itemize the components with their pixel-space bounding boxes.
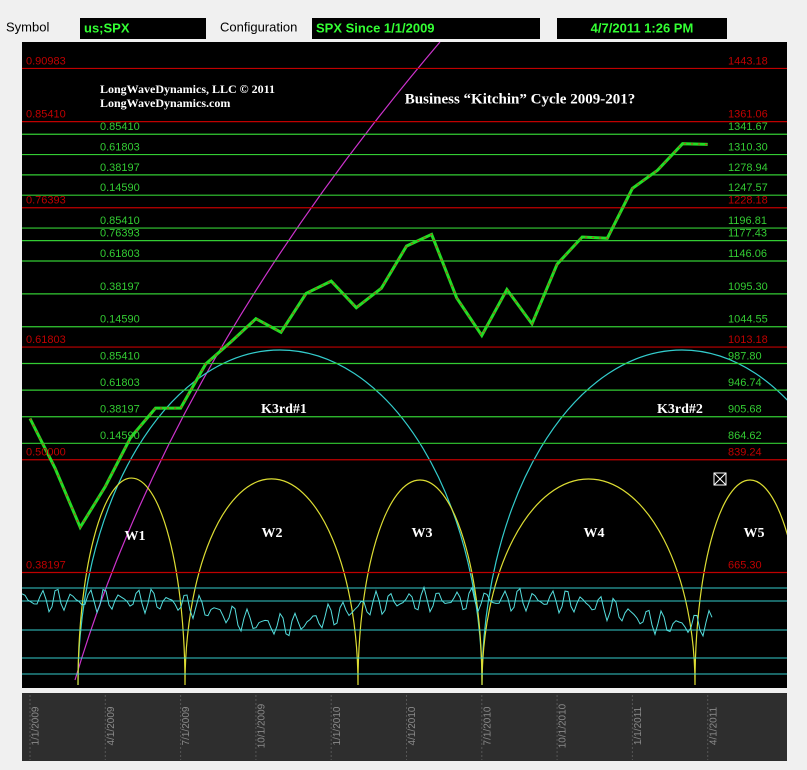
level-price: 946.74 — [728, 377, 762, 389]
plot-area — [22, 42, 787, 688]
symbol-field[interactable] — [80, 18, 206, 39]
website: LongWaveDynamics.com — [100, 96, 230, 110]
level-ratio: 0.76393 — [26, 195, 66, 207]
cycle-label: W4 — [584, 526, 605, 541]
level-ratio: 0.61803 — [100, 377, 140, 389]
level-price: 905.68 — [728, 404, 762, 416]
level-ratio: 0.76393 — [100, 228, 140, 240]
level-price: 1177.43 — [728, 228, 767, 240]
level-ratio: 0.38197 — [100, 404, 140, 416]
magenta-curve — [74, 42, 441, 681]
marker-x — [713, 472, 727, 486]
level-price: 1044.55 — [728, 314, 768, 326]
marker-box — [713, 472, 727, 486]
configuration-label: Configuration — [220, 19, 297, 34]
level-price: 987.80 — [728, 350, 762, 362]
level-ratio: 0.61803 — [100, 248, 140, 260]
x-tick-label: 10/1/2010 — [558, 703, 569, 748]
level-price: 839.24 — [728, 447, 762, 459]
timestamp: 4/7/2011 1:26 PM — [591, 20, 694, 35]
level-price: 1146.06 — [728, 248, 767, 260]
symbol-label: Symbol — [6, 19, 49, 34]
level-price: 1278.94 — [728, 162, 768, 174]
x-tick-label: 7/1/2010 — [482, 706, 493, 745]
x-tick-label: 4/1/2009 — [106, 706, 117, 745]
level-ratio: 0.85410 — [100, 215, 140, 227]
level-ratio: 0.90983 — [26, 55, 66, 67]
level-price: 1095.30 — [728, 281, 768, 293]
configuration-field[interactable] — [312, 18, 540, 39]
configuration-value: SPX Since 1/1/2009 — [316, 20, 435, 35]
date-strip — [22, 693, 787, 761]
cycle-label: K3rd#1 — [261, 402, 307, 417]
x-tick-label: 1/1/2011 — [633, 706, 644, 745]
level-ratio: 0.14590 — [100, 430, 140, 442]
level-ratio: 0.85410 — [100, 350, 140, 362]
oscillator — [22, 585, 713, 638]
level-ratio: 0.14590 — [100, 314, 140, 326]
level-ratio: 0.85410 — [100, 121, 140, 133]
copyright: LongWaveDynamics, LLC © 2011 — [100, 82, 275, 96]
cycle-label: W2 — [262, 526, 283, 541]
x-tick-label: 4/1/2010 — [407, 706, 418, 745]
cycle-label: W5 — [744, 526, 765, 541]
level-price: 1196.81 — [728, 215, 767, 227]
level-price: 1247.57 — [728, 182, 768, 194]
level-ratio: 0.38197 — [100, 162, 140, 174]
level-price: 1341.67 — [728, 121, 768, 133]
level-price: 1361.06 — [728, 109, 768, 121]
timestamp-field — [557, 18, 727, 39]
x-tick-label: 4/1/2011 — [708, 706, 719, 745]
x-tick-label: 7/1/2009 — [181, 706, 192, 745]
level-ratio: 0.38197 — [26, 559, 66, 571]
level-price: 864.62 — [728, 430, 762, 442]
chart-title: Business “Kitchin” Cycle 2009-201? — [405, 91, 635, 107]
level-ratio: 0.61803 — [100, 141, 140, 153]
cycle-label: K3rd#2 — [657, 402, 703, 417]
wave-arc — [77, 477, 787, 686]
level-ratio: 0.61803 — [26, 334, 66, 346]
x-tick-label: 10/1/2009 — [257, 703, 268, 748]
level-ratio: 0.50000 — [26, 447, 66, 459]
level-price: 1228.18 — [728, 195, 768, 207]
plot — [22, 42, 787, 686]
symbol-value: us;SPX — [84, 20, 130, 35]
level-price: 665.30 — [728, 559, 762, 571]
level-ratio: 0.38197 — [100, 281, 140, 293]
level-ratio: 0.14590 — [100, 182, 140, 194]
price-line-shadow — [29, 143, 708, 529]
x-tick-label: 1/1/2010 — [332, 706, 343, 745]
level-price: 1310.30 — [728, 141, 768, 153]
cycle-arc — [77, 349, 787, 686]
cycle-label: W3 — [412, 526, 433, 541]
level-ratio: 0.85410 — [26, 109, 66, 121]
level-price: 1013.18 — [728, 334, 768, 346]
level-price: 1443.18 — [728, 55, 768, 67]
x-tick-label: 1/1/2009 — [31, 706, 42, 745]
cycle-label: W1 — [125, 529, 146, 544]
